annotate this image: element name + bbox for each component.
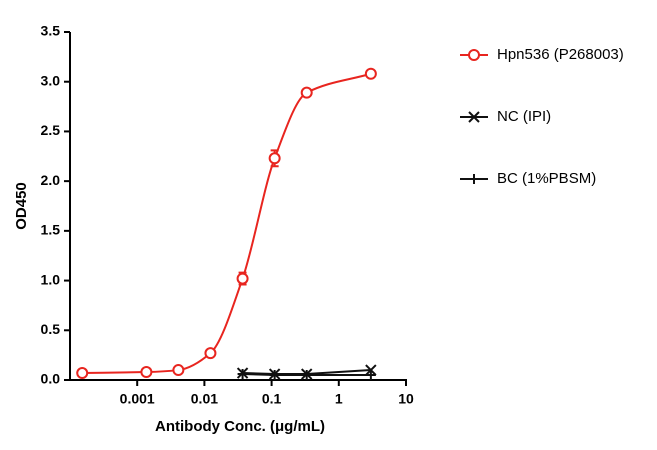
y-tick-label: 0.0 bbox=[41, 371, 61, 387]
x-tick-label: 0.1 bbox=[262, 391, 282, 407]
y-axis-title: OD450 bbox=[13, 182, 30, 230]
point bbox=[301, 368, 313, 380]
x-tick-label: 10 bbox=[398, 391, 414, 407]
y-tick-label: 3.0 bbox=[41, 72, 61, 88]
x-tick-label: 1 bbox=[335, 391, 343, 407]
y-tick-label: 2.0 bbox=[41, 172, 61, 188]
point bbox=[204, 347, 217, 360]
y-tick-label: 1.5 bbox=[41, 222, 61, 238]
y-tick-label: 1.0 bbox=[41, 271, 61, 287]
point bbox=[172, 364, 185, 377]
point bbox=[300, 86, 313, 99]
point bbox=[236, 272, 249, 285]
point bbox=[268, 368, 281, 380]
legend-label: BC (1%PBSM) bbox=[497, 170, 596, 187]
y-tick-label: 3.5 bbox=[41, 23, 61, 39]
point bbox=[364, 67, 377, 80]
series-line bbox=[82, 72, 372, 375]
x-tick-label: 0.001 bbox=[120, 391, 155, 407]
point bbox=[236, 367, 249, 379]
point bbox=[365, 364, 377, 376]
point bbox=[76, 367, 89, 380]
legend-marker bbox=[469, 174, 479, 184]
legend-label: Hpn536 (P268003) bbox=[497, 46, 624, 63]
x-tick-label: 0.01 bbox=[191, 391, 218, 407]
y-tick-label: 2.5 bbox=[41, 122, 61, 138]
y-tick-label: 0.5 bbox=[41, 321, 61, 337]
point bbox=[140, 366, 153, 379]
legend-marker bbox=[468, 49, 480, 61]
point bbox=[365, 370, 376, 381]
legend-label: NC (IPI) bbox=[497, 108, 551, 125]
x-axis-title: Antibody Conc. (μg/mL) bbox=[155, 418, 325, 435]
series-line bbox=[242, 369, 371, 376]
point bbox=[268, 152, 281, 165]
legend-marker bbox=[468, 111, 480, 123]
